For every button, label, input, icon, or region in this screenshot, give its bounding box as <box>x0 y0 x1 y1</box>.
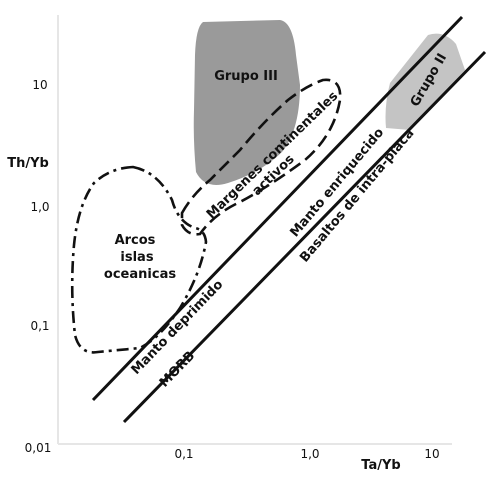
margenes-continentales-field <box>180 78 342 236</box>
x-tick-1: 1,0 <box>300 447 319 461</box>
morb-label: MORB <box>157 349 198 391</box>
arcos-islas-oceanicas-field <box>70 165 208 354</box>
morb-basaltos-line <box>122 50 487 424</box>
arcos-label-line1: Arcos <box>115 233 156 248</box>
manto-deprimido-enriquecido-line <box>91 15 464 402</box>
arcos-label-line2: islas <box>120 250 153 265</box>
grupo-iii-label: Grupo III <box>214 69 278 84</box>
x-tick-10: 10 <box>424 447 439 461</box>
x-tick-0-1: 0,1 <box>174 447 193 461</box>
x-axis-label: Ta/Yb <box>361 458 400 473</box>
y-tick-1: 1,0 <box>30 200 49 214</box>
y-axis-label: Th/Yb <box>7 156 49 171</box>
grupo-iii-field <box>193 20 300 185</box>
y-tick-10: 10 <box>32 78 47 92</box>
y-tick-0-01: 0,01 <box>25 441 52 455</box>
arcos-label-line3: oceanicas <box>104 267 176 282</box>
y-tick-0-1: 0,1 <box>30 319 49 333</box>
grupo-ii-field <box>385 33 465 130</box>
